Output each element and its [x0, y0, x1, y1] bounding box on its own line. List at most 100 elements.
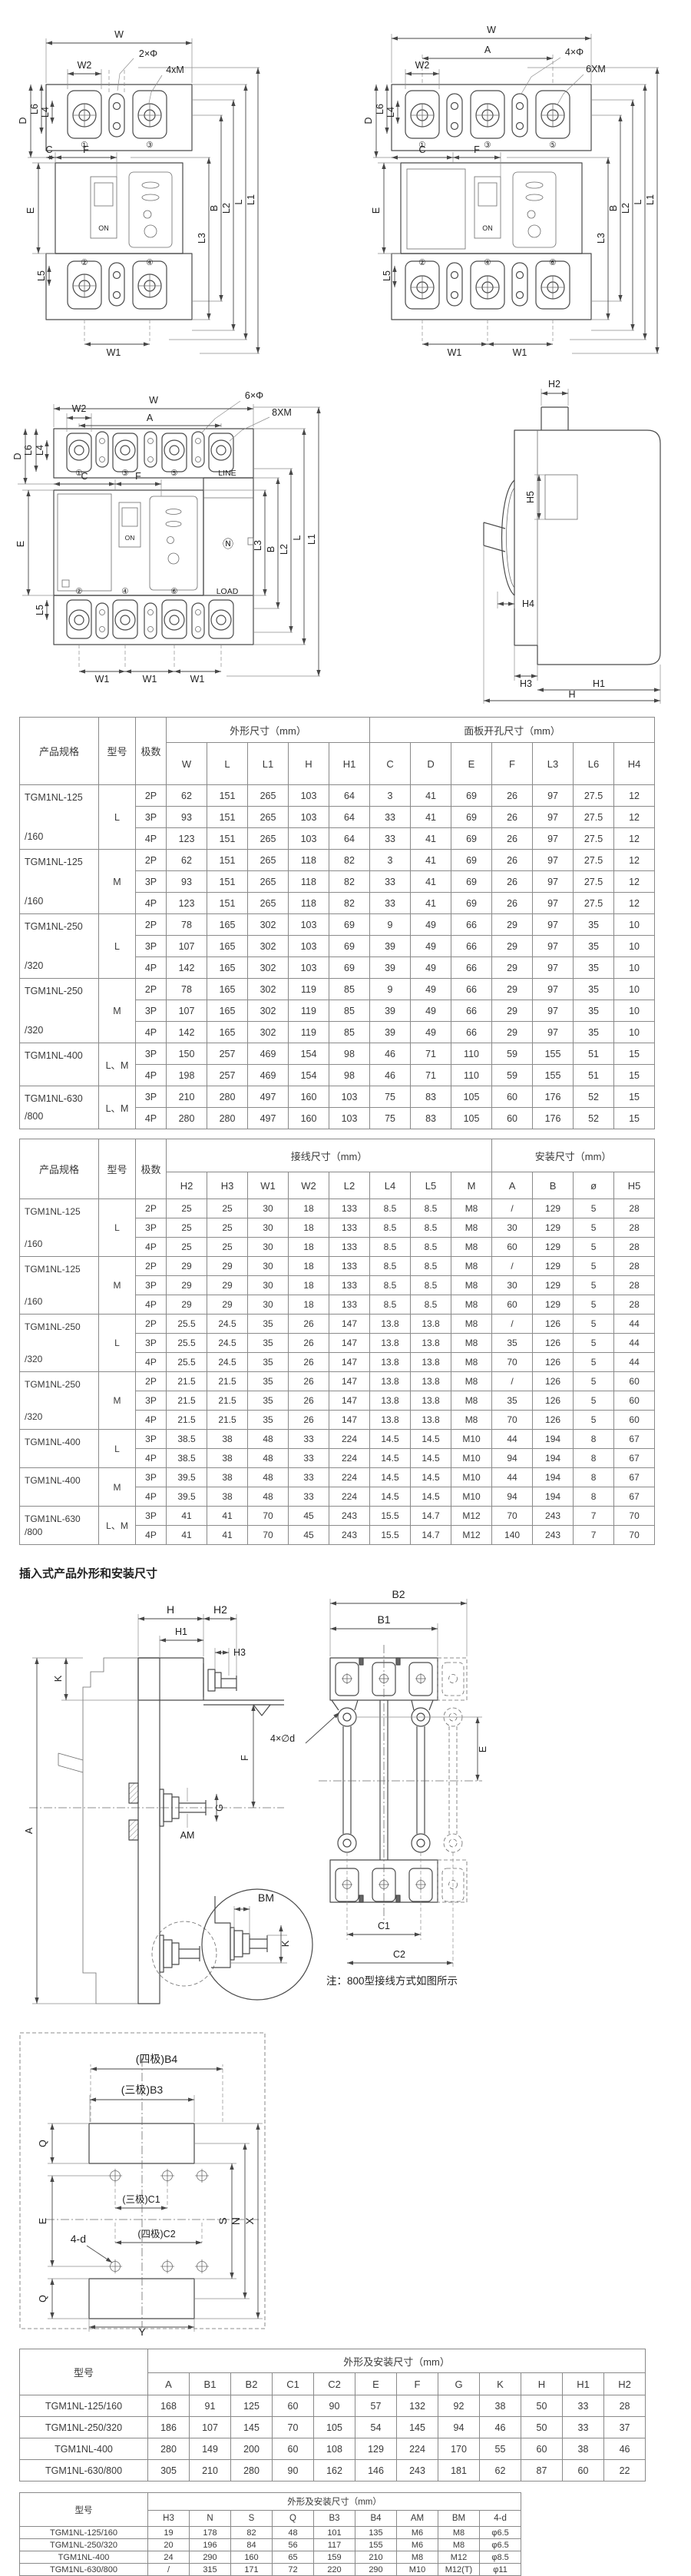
value-cell: 125	[230, 2395, 273, 2417]
value-cell: 10	[613, 1000, 656, 1022]
value-cell: 46	[603, 2438, 646, 2460]
subheader-cell: B2	[230, 2372, 273, 2395]
value-cell: 13.8	[410, 1410, 451, 1430]
value-cell: M8	[438, 2538, 480, 2551]
value-cell: 5	[573, 1352, 615, 1372]
model-cell: M	[98, 849, 136, 914]
value-cell: 243	[532, 1525, 574, 1545]
value-cell: 119	[288, 978, 329, 1000]
value-cell: 14.5	[369, 1487, 411, 1507]
value-cell: 13.8	[410, 1333, 451, 1353]
dim-label-h1: H1	[175, 1626, 187, 1637]
value-cell: 90	[272, 2459, 314, 2482]
value-cell: 41	[410, 892, 452, 914]
value-cell: 497	[247, 1086, 289, 1108]
value-cell: 97	[532, 849, 574, 871]
value-cell: 25	[207, 1198, 248, 1218]
value-cell: 49	[410, 956, 452, 979]
value-cell: 51	[573, 1043, 615, 1065]
value-cell: 35	[573, 913, 615, 936]
value-cell: 64	[328, 784, 371, 807]
value-cell: 2P	[135, 1371, 167, 1391]
value-cell: 67	[613, 1448, 656, 1468]
value-cell: 60	[491, 1295, 534, 1315]
value-cell: 62	[166, 784, 207, 807]
value-cell: 39.5	[166, 1467, 207, 1487]
toggle-on-label: ON	[98, 224, 109, 232]
value-cell: 14.5	[369, 1448, 411, 1468]
value-cell: 147	[329, 1391, 370, 1411]
table-row: TGM1NL-125/160 L 2P 25 25 30 18 133 8.5 8.5 M8/129…	[19, 1198, 656, 1257]
table-row: 4P 41 41 70 45 243 15.5 14.7 M12 140 243 7 70	[20, 1525, 656, 1545]
value-cell: 110	[451, 1064, 493, 1086]
value-cell: 69	[451, 806, 493, 828]
value-cell: 4P	[135, 1107, 167, 1129]
subheader-cell: BM	[438, 2510, 480, 2527]
dim-label-c2: (四极)C2	[137, 2229, 175, 2239]
subheader-cell: H3	[207, 1172, 248, 1199]
value-cell: 50	[521, 2395, 563, 2417]
value-cell: 160	[288, 1086, 329, 1108]
value-cell: 84	[230, 2538, 273, 2551]
value-cell: 60	[562, 2459, 604, 2482]
value-cell: 181	[438, 2459, 480, 2482]
terminal-1: ①	[75, 469, 82, 478]
value-cell: 265	[247, 827, 289, 850]
value-cell: 224	[329, 1429, 370, 1449]
table-row: 3P 25 25 30 18 133 8.5 8.5 M8 30 129 5 28	[20, 1218, 656, 1238]
subheader-cell: L5	[410, 1172, 451, 1199]
value-cell: 497	[247, 1107, 289, 1129]
table-row: TGM1NL-630/800 L、M 3P 210 280 497 160 103 75 83 10…	[19, 1086, 656, 1129]
dim-label-c2: C2	[393, 1949, 405, 1960]
value-cell: 126	[532, 1352, 574, 1372]
value-cell: 18	[288, 1256, 329, 1276]
value-cell: M8	[450, 1391, 493, 1411]
dim-label-b: B	[266, 546, 276, 552]
value-cell: 107	[166, 935, 207, 957]
terminal-3: ③	[146, 141, 153, 150]
dim-label-l5: L5	[382, 270, 392, 281]
value-cell: 3P	[135, 1467, 167, 1487]
value-cell: 2P	[135, 849, 167, 871]
model-cell: TGM1NL-400	[19, 2551, 148, 2564]
dim-label-h1: H1	[593, 678, 605, 689]
value-cell: 35	[247, 1410, 289, 1430]
model-cell: M	[98, 1256, 136, 1315]
value-cell: 33	[288, 1487, 329, 1507]
value-cell: 151	[207, 849, 248, 871]
model-cell: TGM1NL-250/320	[19, 2416, 148, 2438]
value-cell: 78	[166, 913, 207, 936]
value-cell: 13.8	[369, 1391, 411, 1411]
value-cell: 60	[613, 1371, 656, 1391]
value-cell: 5	[573, 1237, 615, 1257]
value-cell: 38	[207, 1448, 248, 1468]
value-cell: 5	[573, 1198, 615, 1218]
subheader-cell: L1	[247, 742, 289, 785]
value-cell: 3P	[135, 1333, 167, 1353]
value-cell: M10	[450, 1487, 493, 1507]
value-cell: 3P	[135, 1275, 167, 1295]
value-cell: 8.5	[410, 1256, 451, 1276]
value-cell: 12	[613, 827, 656, 850]
value-cell: 93	[166, 870, 207, 893]
subheader-cell: S	[230, 2510, 273, 2527]
dim-label-e: E	[15, 541, 26, 547]
value-cell: 151	[207, 806, 248, 828]
value-cell: 30	[247, 1237, 289, 1257]
subheader-cell: ø	[573, 1172, 615, 1199]
value-cell: 44	[613, 1314, 656, 1334]
value-cell: 44	[613, 1352, 656, 1372]
value-cell: 97	[532, 784, 574, 807]
value-cell: 33	[369, 827, 412, 850]
value-cell: 7	[573, 1506, 615, 1526]
value-cell: 39	[369, 1021, 412, 1043]
value-cell: 3P	[135, 1000, 167, 1022]
subheader-cell: F	[491, 742, 534, 785]
value-cell: M12	[450, 1506, 493, 1526]
value-cell: 26	[491, 849, 534, 871]
value-cell: M8	[450, 1218, 493, 1238]
value-cell: 14.5	[410, 1448, 451, 1468]
terminal-2: ②	[418, 258, 425, 267]
value-cell: 60	[272, 2438, 314, 2460]
dim-label-l3: L3	[253, 540, 263, 551]
